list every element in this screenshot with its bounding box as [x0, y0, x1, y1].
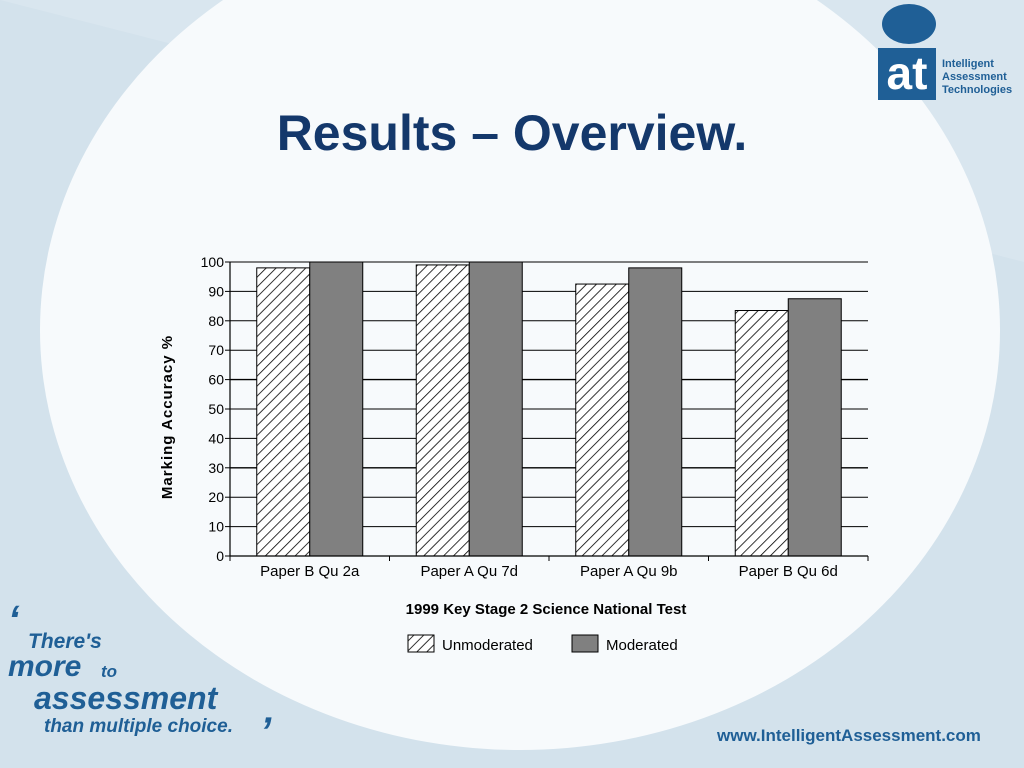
- bar-chart: 0 10 20 30 40 50 60 70 80 90 100 Paper B Qu 2a Paper…: [159, 254, 869, 654]
- legend-swatch: [571, 634, 599, 653]
- slogan-line-1: There's: [28, 630, 102, 653]
- y-tick-label: 10: [208, 519, 224, 535]
- y-tick-label: 80: [208, 313, 224, 329]
- slide-title: Results – Overview.: [276, 105, 748, 161]
- slogan: ‘ There's more to assessment than multip…: [6, 598, 306, 756]
- logo-circle: [882, 4, 936, 44]
- bar-unmoderated: [575, 283, 630, 557]
- logo-line: Technologies: [942, 84, 1013, 96]
- x-tick-label: Paper A Qu 9b: [580, 563, 678, 580]
- logo-line: Assessment: [942, 71, 1007, 83]
- y-tick-label: 50: [208, 401, 224, 417]
- x-tick-label: Paper A Qu 7d: [420, 563, 518, 580]
- bar-moderated: [628, 267, 683, 557]
- y-tick-label: 40: [208, 430, 224, 446]
- logo-mark: at: [878, 48, 936, 100]
- chart-ticks: 0 10 20 30 40 50 60 70 80 90 100 Paper B Qu 2a Paper…: [201, 254, 838, 580]
- bar-moderated: [309, 261, 364, 557]
- y-tick-label: 30: [208, 460, 224, 476]
- slogan-open-quote: ‘: [8, 598, 20, 642]
- slogan-line-3: assessment: [34, 680, 218, 716]
- chart-legend: Unmoderated Moderated: [407, 634, 678, 654]
- bar-moderated: [787, 298, 842, 557]
- y-tick-label: 90: [208, 283, 224, 299]
- legend-label: Unmoderated: [442, 637, 533, 654]
- slogan-line-2b: to: [101, 662, 118, 681]
- chart-axes: [225, 261, 869, 561]
- chart-bars: [256, 261, 842, 557]
- slogan-line-2: more: [8, 650, 82, 683]
- bar-moderated: [468, 261, 523, 557]
- slogan-close-quote: ’: [260, 710, 272, 754]
- y-tick-label: 0: [216, 548, 224, 564]
- slogan-line-4: than multiple choice.: [44, 716, 233, 737]
- website-url[interactable]: www.IntelligentAssessment.com: [717, 726, 981, 745]
- x-tick-label: Paper B Qu 2a: [260, 563, 360, 580]
- legend-swatch: [407, 634, 435, 653]
- bar-unmoderated: [734, 310, 789, 557]
- y-tick-label: 60: [208, 372, 224, 388]
- company-logo: at Intelligent Assessment Technologies: [878, 2, 1024, 102]
- logo-line: Intelligent: [942, 58, 994, 70]
- bar-unmoderated: [415, 264, 470, 557]
- y-axis-label: Marking Accuracy %: [159, 335, 176, 499]
- y-tick-label: 100: [201, 254, 225, 270]
- logo-wordmark: Intelligent Assessment Technologies: [942, 58, 1012, 97]
- bar-unmoderated: [256, 267, 311, 557]
- y-tick-label: 20: [208, 489, 224, 505]
- x-tick-label: Paper B Qu 6d: [739, 563, 838, 580]
- y-tick-label: 70: [208, 342, 224, 358]
- x-axis-label: 1999 Key Stage 2 Science National Test: [406, 601, 687, 618]
- legend-label: Moderated: [606, 637, 678, 654]
